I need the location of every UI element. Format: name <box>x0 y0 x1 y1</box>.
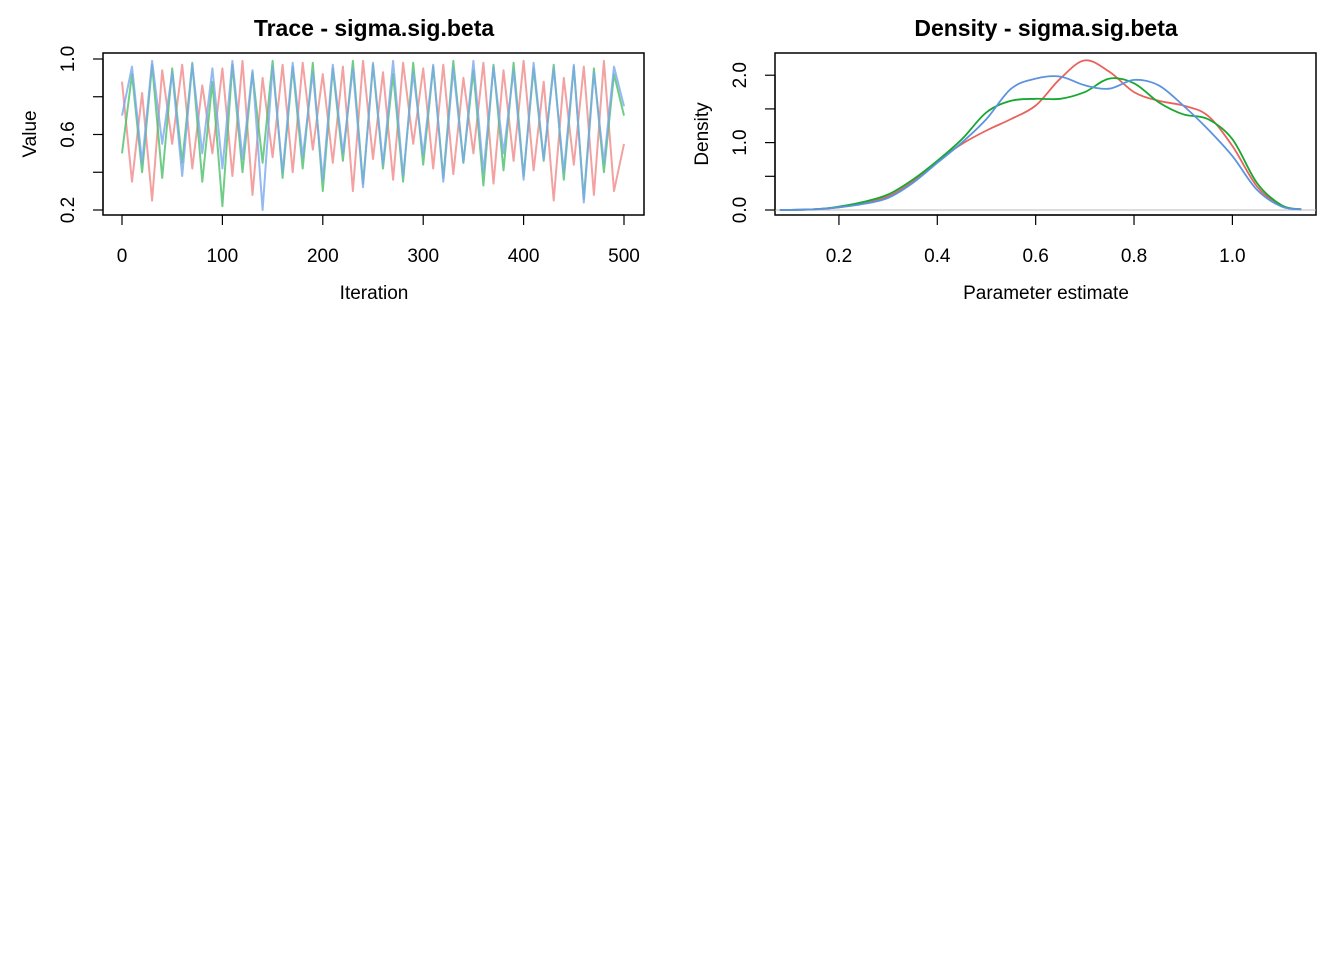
density-y-axis: 0.0 1.0 2.0 <box>730 62 776 223</box>
trace-x-tick-label: 300 <box>407 246 439 267</box>
density-y-tick-label: 0.0 <box>730 197 751 223</box>
trace-x-tick-label: 400 <box>508 246 540 267</box>
trace-panel: Trace - sigma.sig.beta 0 100 200 300 400 500 … <box>20 15 645 304</box>
density-x-tick-label: 0.2 <box>826 246 852 267</box>
density-series-group <box>779 59 1302 211</box>
trace-x-tick-label: 100 <box>207 246 239 267</box>
trace-x-label: Iteration <box>340 283 409 304</box>
density-x-label: Parameter estimate <box>963 283 1129 304</box>
trace-y-axis: 0.2 0.6 1.0 <box>58 46 104 223</box>
trace-y-tick-label: 0.6 <box>58 121 79 147</box>
trace-series-group <box>121 59 625 211</box>
trace-y-tick-label: 0.2 <box>58 197 79 223</box>
density-x-tick-label: 0.6 <box>1022 246 1048 267</box>
trace-x-tick-label: 200 <box>307 246 339 267</box>
density-y-tick-label: 1.0 <box>730 129 751 155</box>
trace-x-tick-label: 500 <box>608 246 640 267</box>
density-y-label: Density <box>692 102 713 166</box>
density-title: Density - sigma.sig.beta <box>914 15 1178 41</box>
trace-x-tick-label: 0 <box>117 246 128 267</box>
density-series-chain-3 <box>779 75 1302 211</box>
trace-y-label: Value <box>20 110 41 157</box>
trace-title: Trace - sigma.sig.beta <box>254 15 495 41</box>
density-series-chain-1 <box>779 59 1302 211</box>
density-x-axis: 0.2 0.4 0.6 0.8 1.0 <box>826 214 1246 267</box>
trace-series-chain-1 <box>121 59 625 202</box>
density-series-chain-2 <box>779 77 1302 211</box>
trace-series-chain-3 <box>121 59 625 211</box>
density-x-tick-label: 0.8 <box>1121 246 1147 267</box>
density-panel: Density - sigma.sig.beta 0.2 0.4 0.6 0.8 1.0… <box>692 15 1317 304</box>
density-y-tick-label: 2.0 <box>730 62 751 88</box>
trace-x-axis: 0 100 200 300 400 500 <box>117 214 640 267</box>
density-x-tick-label: 0.4 <box>924 246 951 267</box>
trace-y-tick-label: 1.0 <box>58 46 79 72</box>
density-x-tick-label: 1.0 <box>1219 246 1245 267</box>
